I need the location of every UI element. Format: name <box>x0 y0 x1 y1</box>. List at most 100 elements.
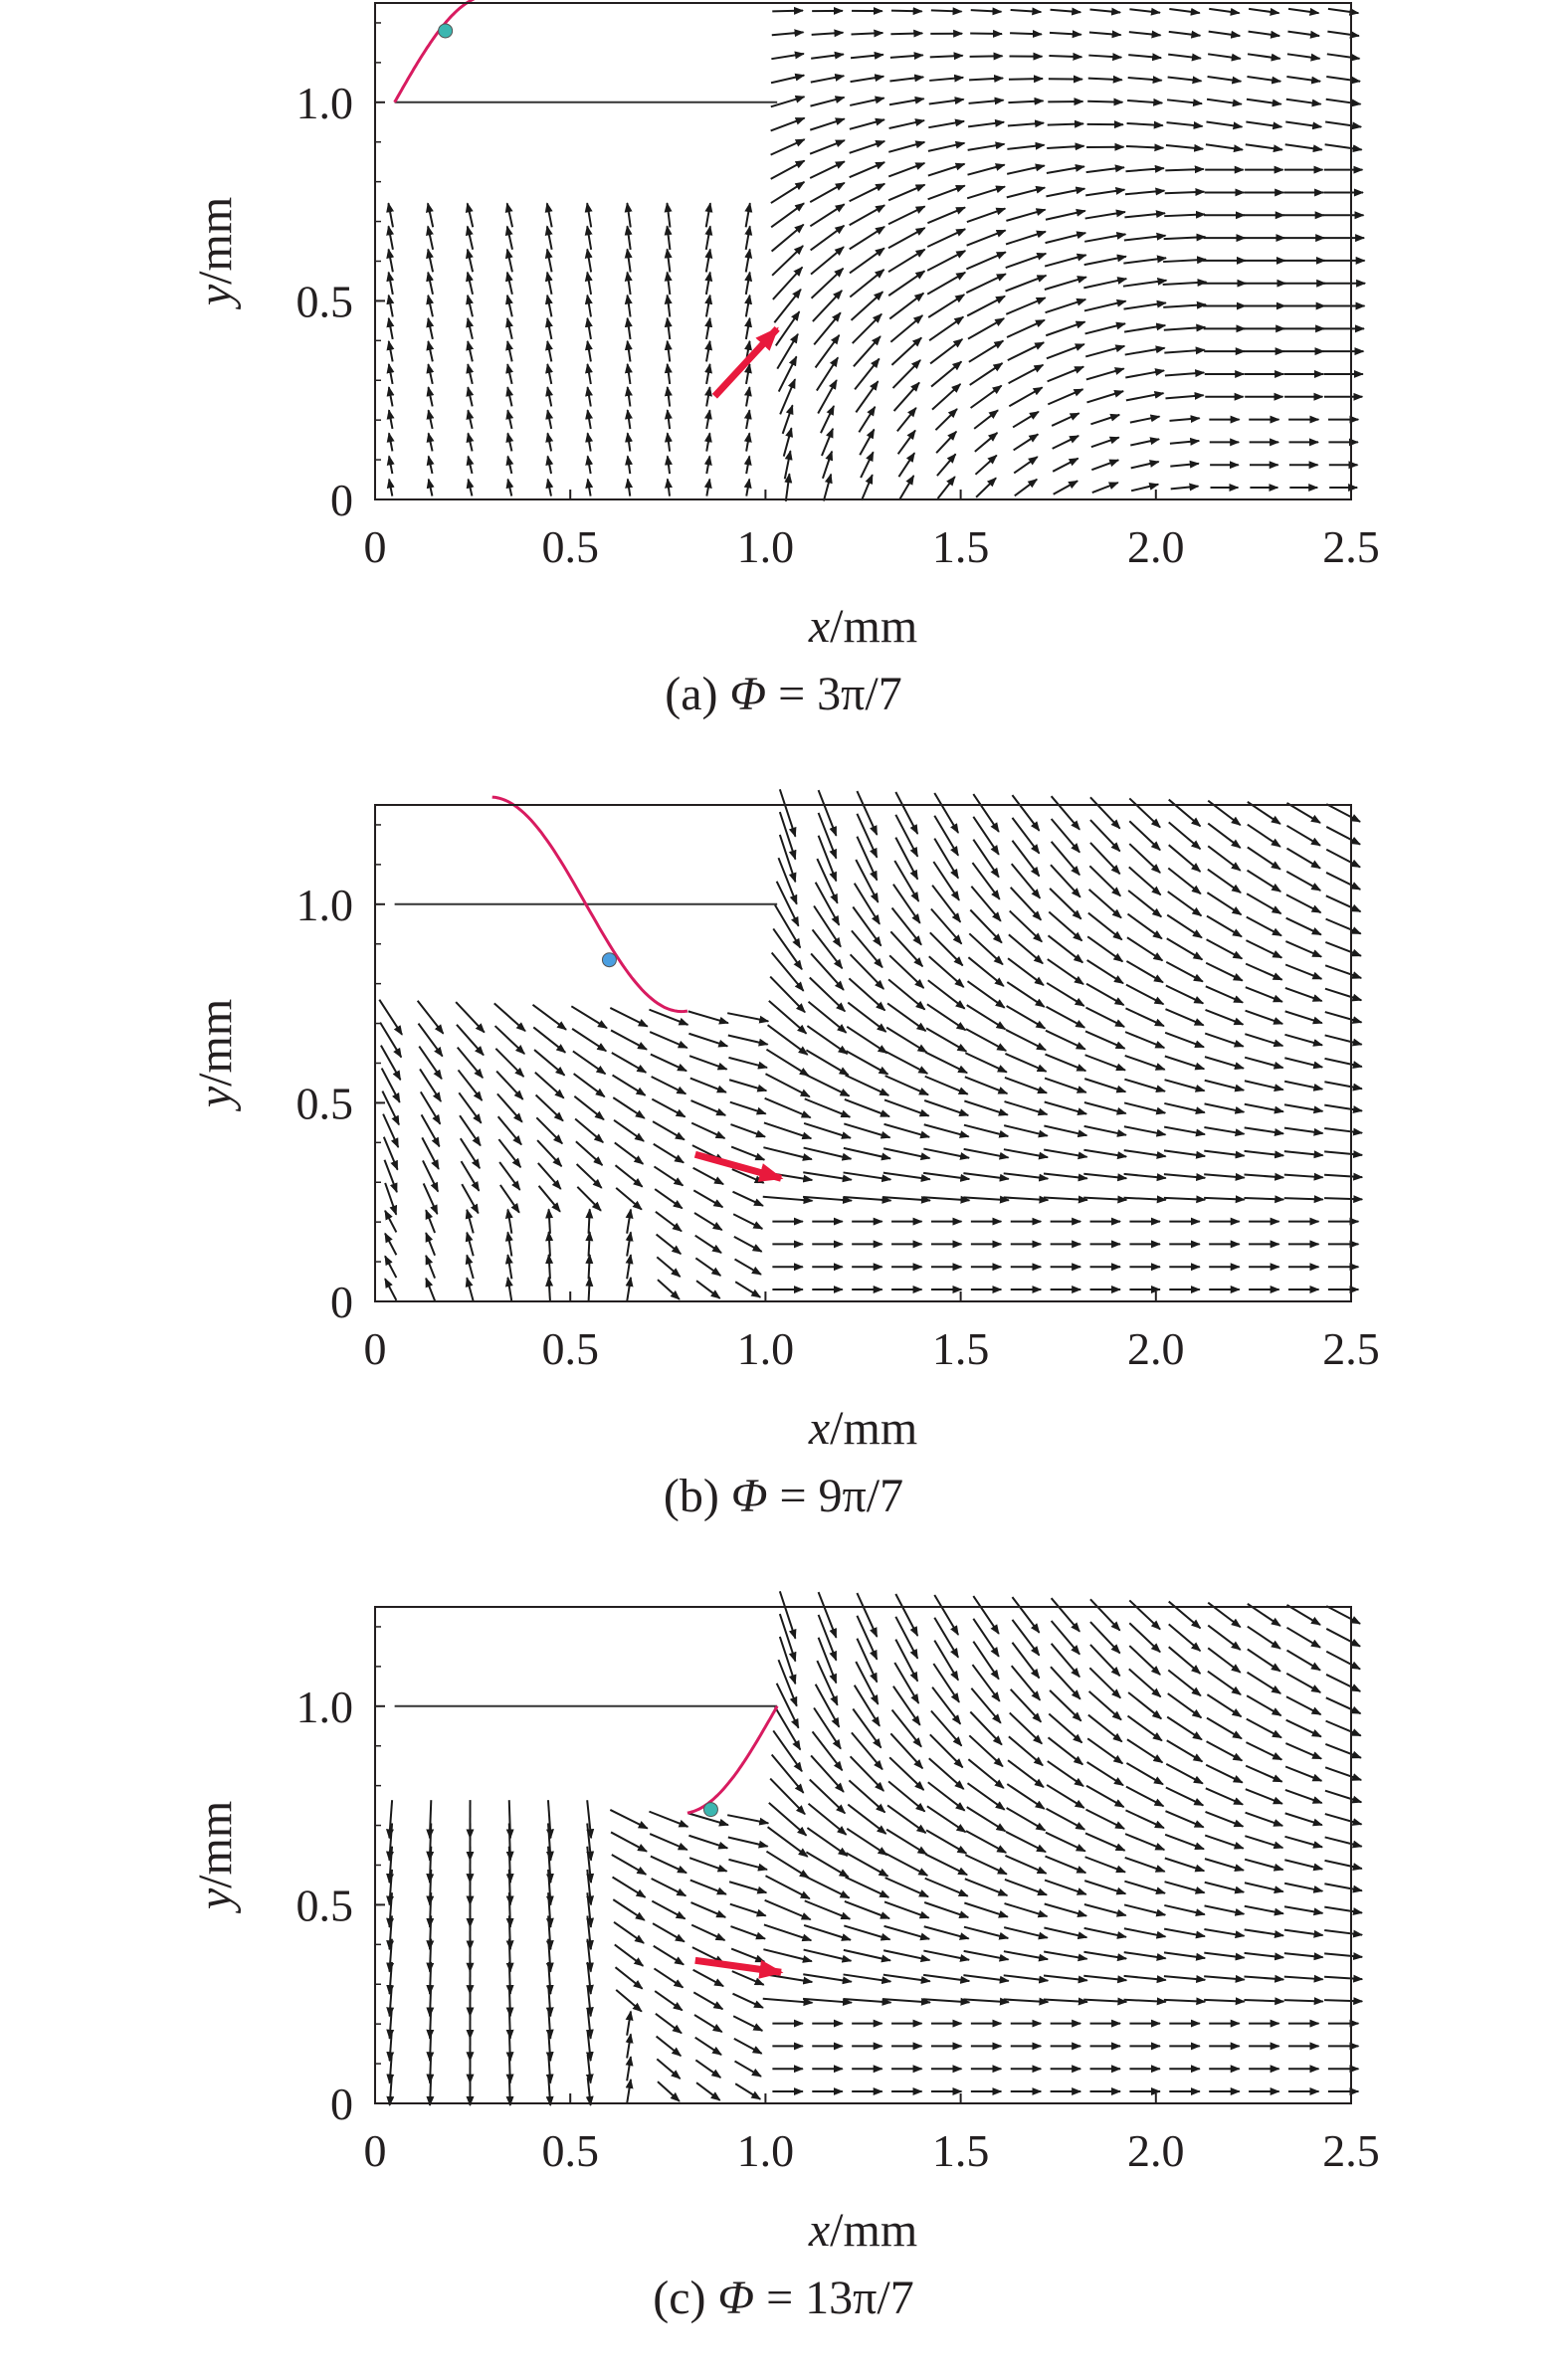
vector-arrow <box>895 1640 917 1682</box>
vector-arrow <box>426 1210 435 1233</box>
inset-phase-curve <box>687 1706 777 1813</box>
velocity-vectors <box>388 9 1365 501</box>
y-axis-var: y <box>189 1086 242 1112</box>
vector-arrow <box>846 1853 887 1877</box>
vector-arrow <box>1207 1694 1241 1716</box>
vector-arrow <box>734 2039 762 2054</box>
vector-arrow <box>1088 1715 1122 1742</box>
vector-arrow <box>964 1101 1008 1115</box>
x-tick-label: 0 <box>364 521 387 572</box>
vector-arrow <box>613 1076 646 1095</box>
vector-arrow <box>1129 844 1160 873</box>
vector-arrow <box>964 1149 1009 1158</box>
vector-arrow <box>507 273 512 295</box>
vector-arrow <box>1166 985 1203 1003</box>
vector-arrow <box>1124 2000 1166 2002</box>
vector-arrow <box>615 1165 642 1187</box>
vector-arrow <box>651 1055 686 1072</box>
vector-arrow <box>851 55 883 58</box>
vector-arrow <box>1007 188 1045 198</box>
vector-arrow <box>1044 1976 1087 1981</box>
vector-arrow <box>1248 871 1281 892</box>
vector-arrow <box>1048 959 1083 984</box>
vector-arrow <box>628 387 631 407</box>
vector-arrow <box>1204 1929 1244 1936</box>
vector-arrow <box>857 1616 877 1660</box>
vector-arrow <box>1086 984 1124 1005</box>
vector-arrow <box>895 792 917 834</box>
vector-arrow <box>613 1097 645 1118</box>
vector-arrow <box>1084 257 1126 265</box>
vector-arrow <box>771 76 804 84</box>
vector-arrow <box>817 1661 837 1705</box>
vector-arrow <box>937 454 956 476</box>
vector-arrow <box>807 1026 847 1054</box>
vector-arrow <box>970 363 1003 385</box>
vector-arrow <box>587 318 591 339</box>
vector-arrow <box>706 433 709 451</box>
vector-arrow <box>1206 1812 1244 1827</box>
vector-arrow <box>927 273 965 295</box>
vector-arrow <box>969 78 1003 80</box>
vector-arrow <box>1245 1860 1282 1870</box>
y-axis-unit: /mm <box>189 1801 242 1888</box>
vector-arrow <box>588 433 591 451</box>
vector-arrow <box>890 33 922 34</box>
vector-arrow <box>611 1832 647 1851</box>
vector-arrow <box>1008 1760 1044 1787</box>
vector-arrow <box>806 1877 850 1898</box>
vector-arrow <box>1208 1648 1240 1673</box>
x-tick-label: 1.5 <box>932 521 990 572</box>
vector-arrow <box>771 161 805 179</box>
vector-arrow <box>1007 165 1045 173</box>
vector-arrow <box>689 1056 726 1069</box>
vector-arrow <box>536 1117 562 1143</box>
vector-arrow <box>668 364 670 384</box>
vector-arrow <box>932 384 960 410</box>
vector-arrow <box>1324 1151 1362 1155</box>
caption-symbol: Φ <box>730 668 767 720</box>
vector-arrow <box>1246 1011 1283 1024</box>
x-axis-var: x <box>808 1402 830 1455</box>
vector-arrow <box>1248 1673 1281 1693</box>
vector-arrow <box>1169 1647 1201 1674</box>
vector-arrow <box>965 1879 1008 1895</box>
vector-arrow <box>1245 1104 1283 1111</box>
vector-arrow <box>696 2082 720 2100</box>
vector-arrow <box>1246 987 1282 1002</box>
vector-arrow <box>746 433 749 451</box>
vector-arrow <box>936 432 956 454</box>
vector-arrow <box>468 273 473 295</box>
vector-arrow <box>587 364 590 384</box>
vector-arrow <box>1284 1128 1323 1133</box>
vector-arrow <box>657 1235 682 1255</box>
vector-arrow <box>1054 481 1077 494</box>
vector-arrow <box>1170 418 1200 421</box>
vector-arrow <box>728 1838 768 1847</box>
caption-prefix: (a) <box>665 668 729 720</box>
vector-arrow <box>1007 982 1044 1007</box>
vector-arrow <box>1125 370 1164 377</box>
vector-arrow <box>1165 1033 1204 1048</box>
vector-arrow <box>963 1197 1009 1200</box>
vector-arrow <box>1285 1743 1321 1759</box>
vector-arrow <box>898 431 915 455</box>
vector-arrow <box>1045 1904 1086 1916</box>
vector-arrow <box>1168 1671 1201 1696</box>
vector-arrow <box>1047 1007 1085 1028</box>
vector-arrow <box>1129 1669 1161 1696</box>
vector-arrow <box>1325 1791 1361 1803</box>
caption-c: (c) Φ = 13π/7 <box>0 2269 1567 2328</box>
vector-arrow <box>810 204 844 226</box>
vector-arrow <box>966 252 1005 269</box>
vector-arrow <box>690 1100 725 1115</box>
vector-arrow <box>1084 1079 1125 1091</box>
vector-arrow <box>1325 1744 1361 1758</box>
vector-arrow <box>970 34 1002 35</box>
vector-arrow <box>1086 391 1123 402</box>
vector-arrow <box>1084 234 1125 241</box>
y-tick-label: 0.5 <box>296 1880 354 1930</box>
vector-arrow <box>1012 818 1039 854</box>
vector-arrow <box>1324 1953 1362 1957</box>
